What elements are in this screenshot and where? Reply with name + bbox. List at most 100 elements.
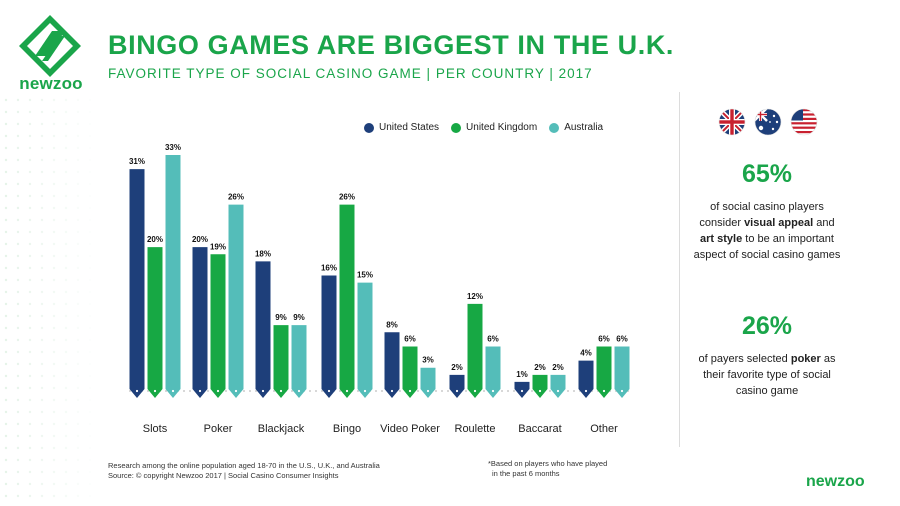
decor-dot: [64, 386, 68, 390]
baseline-dot: [129, 390, 131, 392]
bar-us-video-poker: [384, 332, 400, 398]
decor-dot: [16, 98, 20, 102]
baseline-dot: [447, 390, 449, 392]
baseline-dot: [267, 390, 269, 392]
baseline-dot: [531, 390, 533, 392]
decor-dot: [16, 326, 20, 330]
decor-dot: [4, 266, 8, 270]
category-label: Poker: [204, 423, 233, 435]
decor-dot: [76, 266, 80, 270]
baseline-dot: [339, 390, 341, 392]
stat-value: 65%: [741, 160, 793, 188]
decor-dot: [4, 458, 8, 462]
decor-dot: [88, 218, 92, 222]
decor-dot: [16, 266, 20, 270]
bar-base-dot: [538, 389, 542, 393]
baseline-dot: [465, 390, 467, 392]
decor-dot: [88, 170, 92, 174]
decor-dot: [40, 398, 44, 402]
decor-dot: [64, 134, 68, 138]
decor-dot: [4, 242, 8, 246]
decor-dot: [76, 470, 80, 474]
bar-au-blackjack: [291, 325, 307, 398]
baseline-dot: [609, 390, 611, 392]
legend-swatch-au: [549, 122, 560, 133]
decor-dot: [88, 230, 92, 234]
baseline-dot: [273, 390, 275, 392]
decor-dot: [28, 494, 32, 498]
decor-dot: [76, 170, 80, 174]
decor-dot: [52, 206, 56, 210]
decor-dot: [40, 134, 44, 138]
decor-dot: [28, 194, 32, 198]
decor-dot: [64, 482, 68, 486]
bar-us-slots: [129, 169, 145, 398]
footer-brand: newzoo: [806, 473, 865, 490]
baseline-dot: [261, 390, 263, 392]
decor-dot: [16, 374, 20, 378]
decor-dot: [52, 146, 56, 150]
decor-dot: [88, 290, 92, 294]
bar-au-video-poker: [420, 367, 436, 398]
baseline-dot: [231, 390, 233, 392]
decor-dot: [88, 446, 92, 450]
baseline-dot: [507, 390, 509, 392]
decor-dot: [4, 362, 8, 366]
bar-base-dot: [198, 389, 202, 393]
baseline-dot: [171, 390, 173, 392]
baseline-dot: [495, 390, 497, 392]
decor-dot: [40, 206, 44, 210]
data-label: 6%: [598, 334, 610, 343]
legend-item-us: United States: [364, 122, 439, 133]
decor-dot: [40, 446, 44, 450]
decor-dot: [4, 230, 8, 234]
bar-uk-other: [596, 346, 612, 398]
research-line: Research among the online population age…: [108, 461, 380, 470]
decor-dot: [76, 386, 80, 390]
decor-dot: [4, 98, 8, 102]
decor-dot: [28, 314, 32, 318]
bar-base-dot: [556, 389, 560, 393]
decor-dot: [76, 146, 80, 150]
data-label: 6%: [616, 334, 628, 343]
logo-wordmark: newzoo: [19, 74, 83, 93]
decor-dot: [40, 170, 44, 174]
baseline-dot: [279, 390, 281, 392]
decor-dot: [40, 218, 44, 222]
decor-dot: [28, 362, 32, 366]
decor-dot: [16, 230, 20, 234]
decor-dot: [64, 374, 68, 378]
decor-dot: [4, 218, 8, 222]
decor-dot: [88, 494, 92, 498]
decor-dot: [76, 134, 80, 138]
baseline-dot: [573, 390, 575, 392]
baseline-dot: [591, 390, 593, 392]
decor-dot: [76, 302, 80, 306]
decor-dot: [88, 254, 92, 258]
decor-dot: [40, 110, 44, 114]
decor-dot: [76, 410, 80, 414]
baseline-dot: [213, 390, 215, 392]
bar-base-dot: [584, 389, 588, 393]
source-line: Source: © copyright Newzoo 2017 | Social…: [108, 471, 339, 480]
decor-dot: [40, 494, 44, 498]
bar-base-dot: [234, 389, 238, 393]
decor-dot: [4, 434, 8, 438]
decor-dot: [88, 422, 92, 426]
baseline-dot: [489, 390, 491, 392]
decor-dot: [64, 350, 68, 354]
decor-dot: [4, 122, 8, 126]
decor-dot: [76, 434, 80, 438]
decor-dot: [64, 158, 68, 162]
baseline-dot: [459, 390, 461, 392]
decor-dot: [64, 314, 68, 318]
legend-item-au: Australia: [549, 122, 603, 133]
baseline-dot: [501, 390, 503, 392]
legend-swatch-us: [364, 122, 374, 133]
decor-dot: [40, 434, 44, 438]
bar-us-roulette: [449, 374, 465, 398]
country-flags: [718, 108, 818, 136]
decor-dot: [88, 374, 92, 378]
decor-dot: [4, 326, 8, 330]
decor-dot: [40, 122, 44, 126]
